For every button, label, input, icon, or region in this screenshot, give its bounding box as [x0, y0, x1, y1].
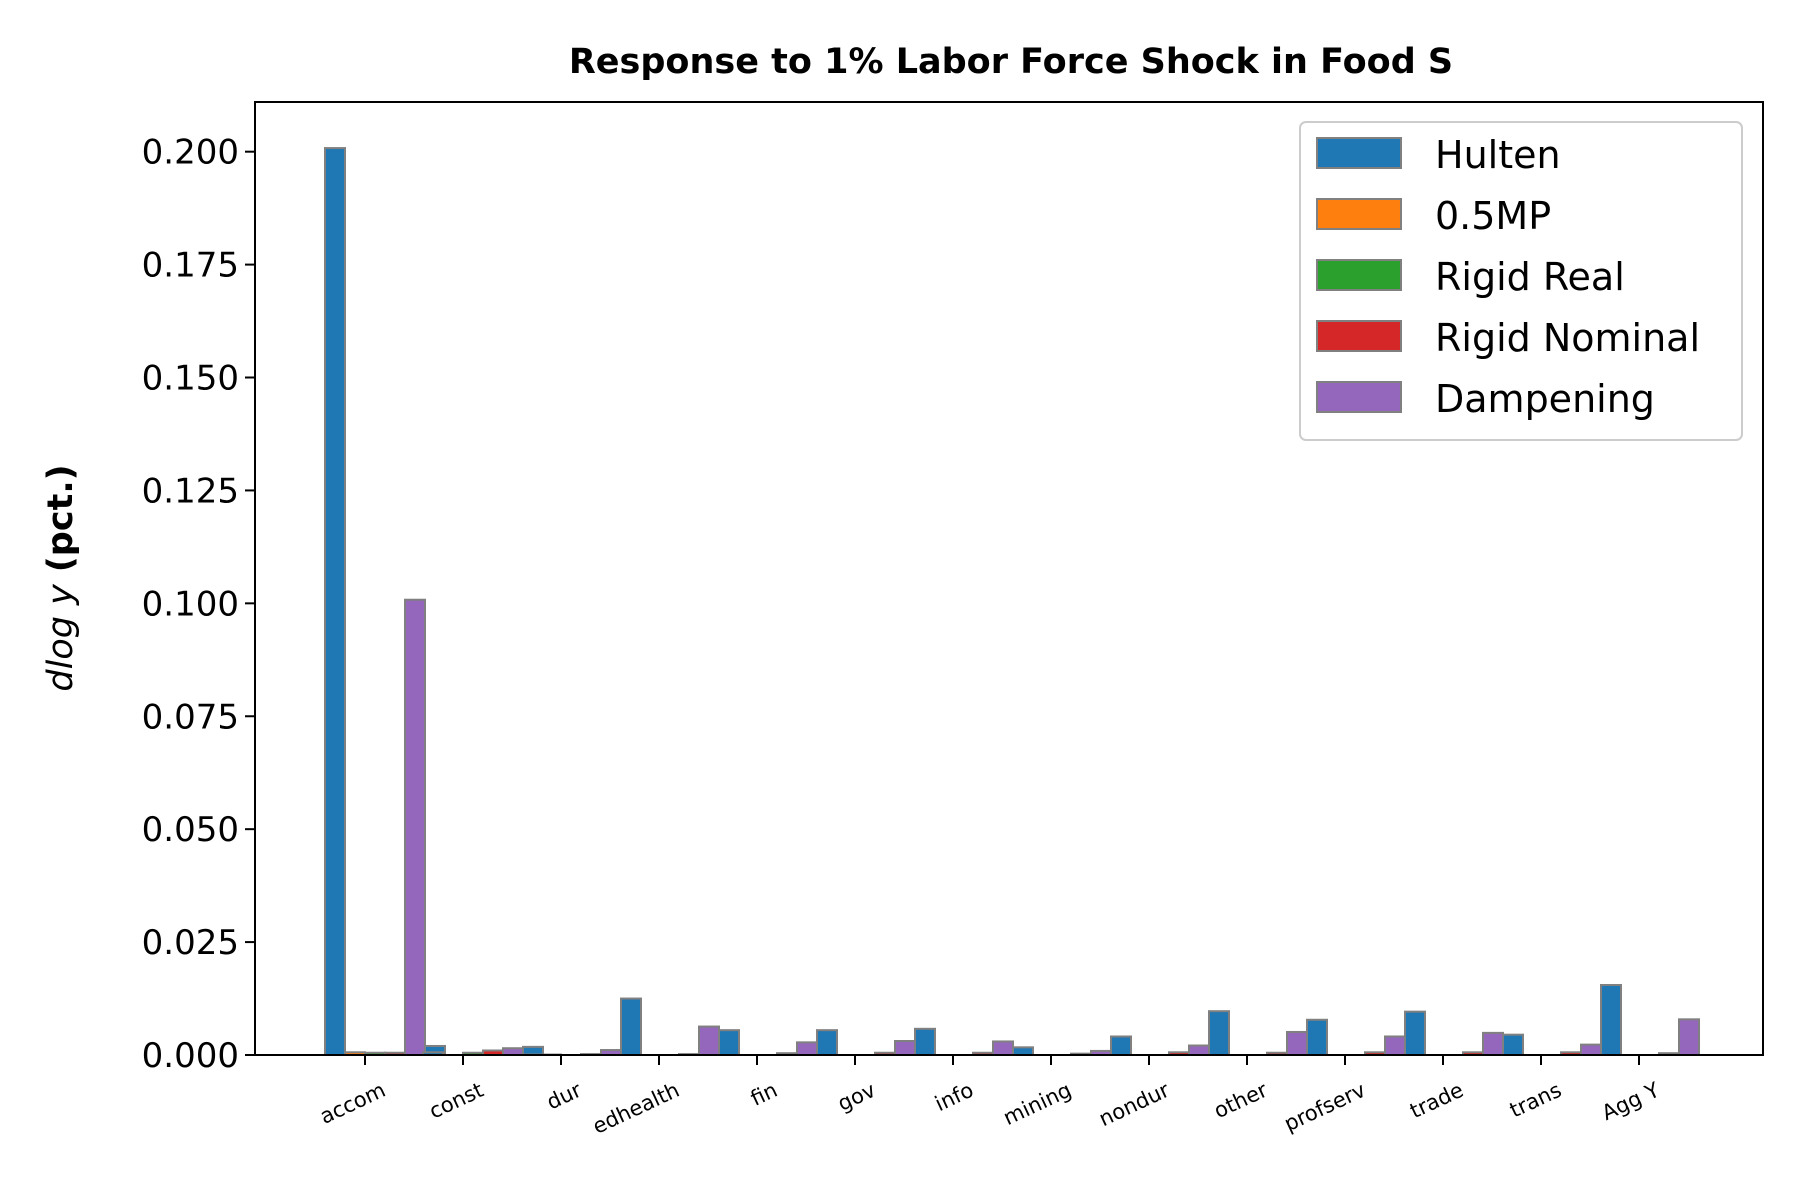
bar-between-nondur — [1209, 1011, 1229, 1055]
legend-swatch-hulten — [1317, 138, 1401, 168]
chart-title: Response to 1% Labor Force Shock in Food… — [569, 42, 1453, 82]
legend-swatch-rigid-nominal — [1317, 321, 1401, 351]
legend-label-rigid-real: Rigid Real — [1435, 255, 1625, 299]
bar-dampening-agg-y — [1679, 1019, 1699, 1055]
y-axis: 0.000 0.025 0.050 0.075 0.100 0.125 0.150 0.175… — [142, 133, 255, 1076]
y-tick-label: 0.125 — [142, 471, 239, 511]
y-axis-label-var: dlog y — [41, 583, 81, 692]
bar-dampening-trade — [1483, 1033, 1503, 1055]
bar-between-fin — [817, 1030, 837, 1055]
bar-between-trans — [1601, 985, 1621, 1055]
y-tick-label: 0.200 — [142, 133, 239, 173]
bar-dampening-info — [993, 1041, 1013, 1055]
y-tick-label: 0.025 — [142, 923, 239, 963]
bar-between-edhealth — [719, 1030, 739, 1055]
legend: Hulten 0.5MP Rigid Real Rigid Nominal Dampen… — [1300, 122, 1742, 440]
bar-between-dur — [621, 999, 641, 1055]
bar-dampening-trans — [1581, 1045, 1601, 1055]
y-tick-label: 0.000 — [142, 1036, 239, 1076]
bar-between-other — [1307, 1020, 1327, 1055]
bar-dampening-other — [1287, 1032, 1307, 1055]
legend-label-rigid-nominal: Rigid Nominal — [1435, 316, 1700, 360]
y-tick-label: 0.150 — [142, 359, 239, 399]
bar-dampening-edhealth — [699, 1027, 719, 1055]
legend-swatch-dampening — [1317, 382, 1401, 412]
bar-dampening-profserv — [1385, 1036, 1405, 1055]
bar-dampening-gov — [895, 1041, 915, 1055]
y-axis-label-unit: (pct.) — [41, 464, 81, 572]
bar-between-trade — [1503, 1035, 1523, 1055]
bar-between-info — [1013, 1047, 1033, 1055]
y-tick-label: 0.075 — [142, 697, 239, 737]
bar-between-gov — [915, 1029, 935, 1055]
y-tick-label: 0.050 — [142, 810, 239, 850]
bar-dampening-fin — [797, 1042, 817, 1055]
legend-label-hulten: Hulten — [1435, 133, 1561, 177]
bar-dampening-accom — [405, 600, 425, 1055]
bar-between-mining — [1111, 1036, 1131, 1055]
bar-hulten-accom — [325, 148, 345, 1055]
legend-swatch-0-5mp — [1317, 199, 1401, 229]
legend-swatch-rigid-real — [1317, 260, 1401, 290]
y-tick-label: 0.175 — [142, 246, 239, 286]
bar-between-profserv — [1405, 1012, 1425, 1055]
legend-label-0-5mp: 0.5MP — [1435, 194, 1551, 238]
y-tick-label: 0.100 — [142, 584, 239, 624]
bar-dampening-nondur — [1189, 1046, 1209, 1055]
legend-label-dampening: Dampening — [1435, 377, 1655, 421]
